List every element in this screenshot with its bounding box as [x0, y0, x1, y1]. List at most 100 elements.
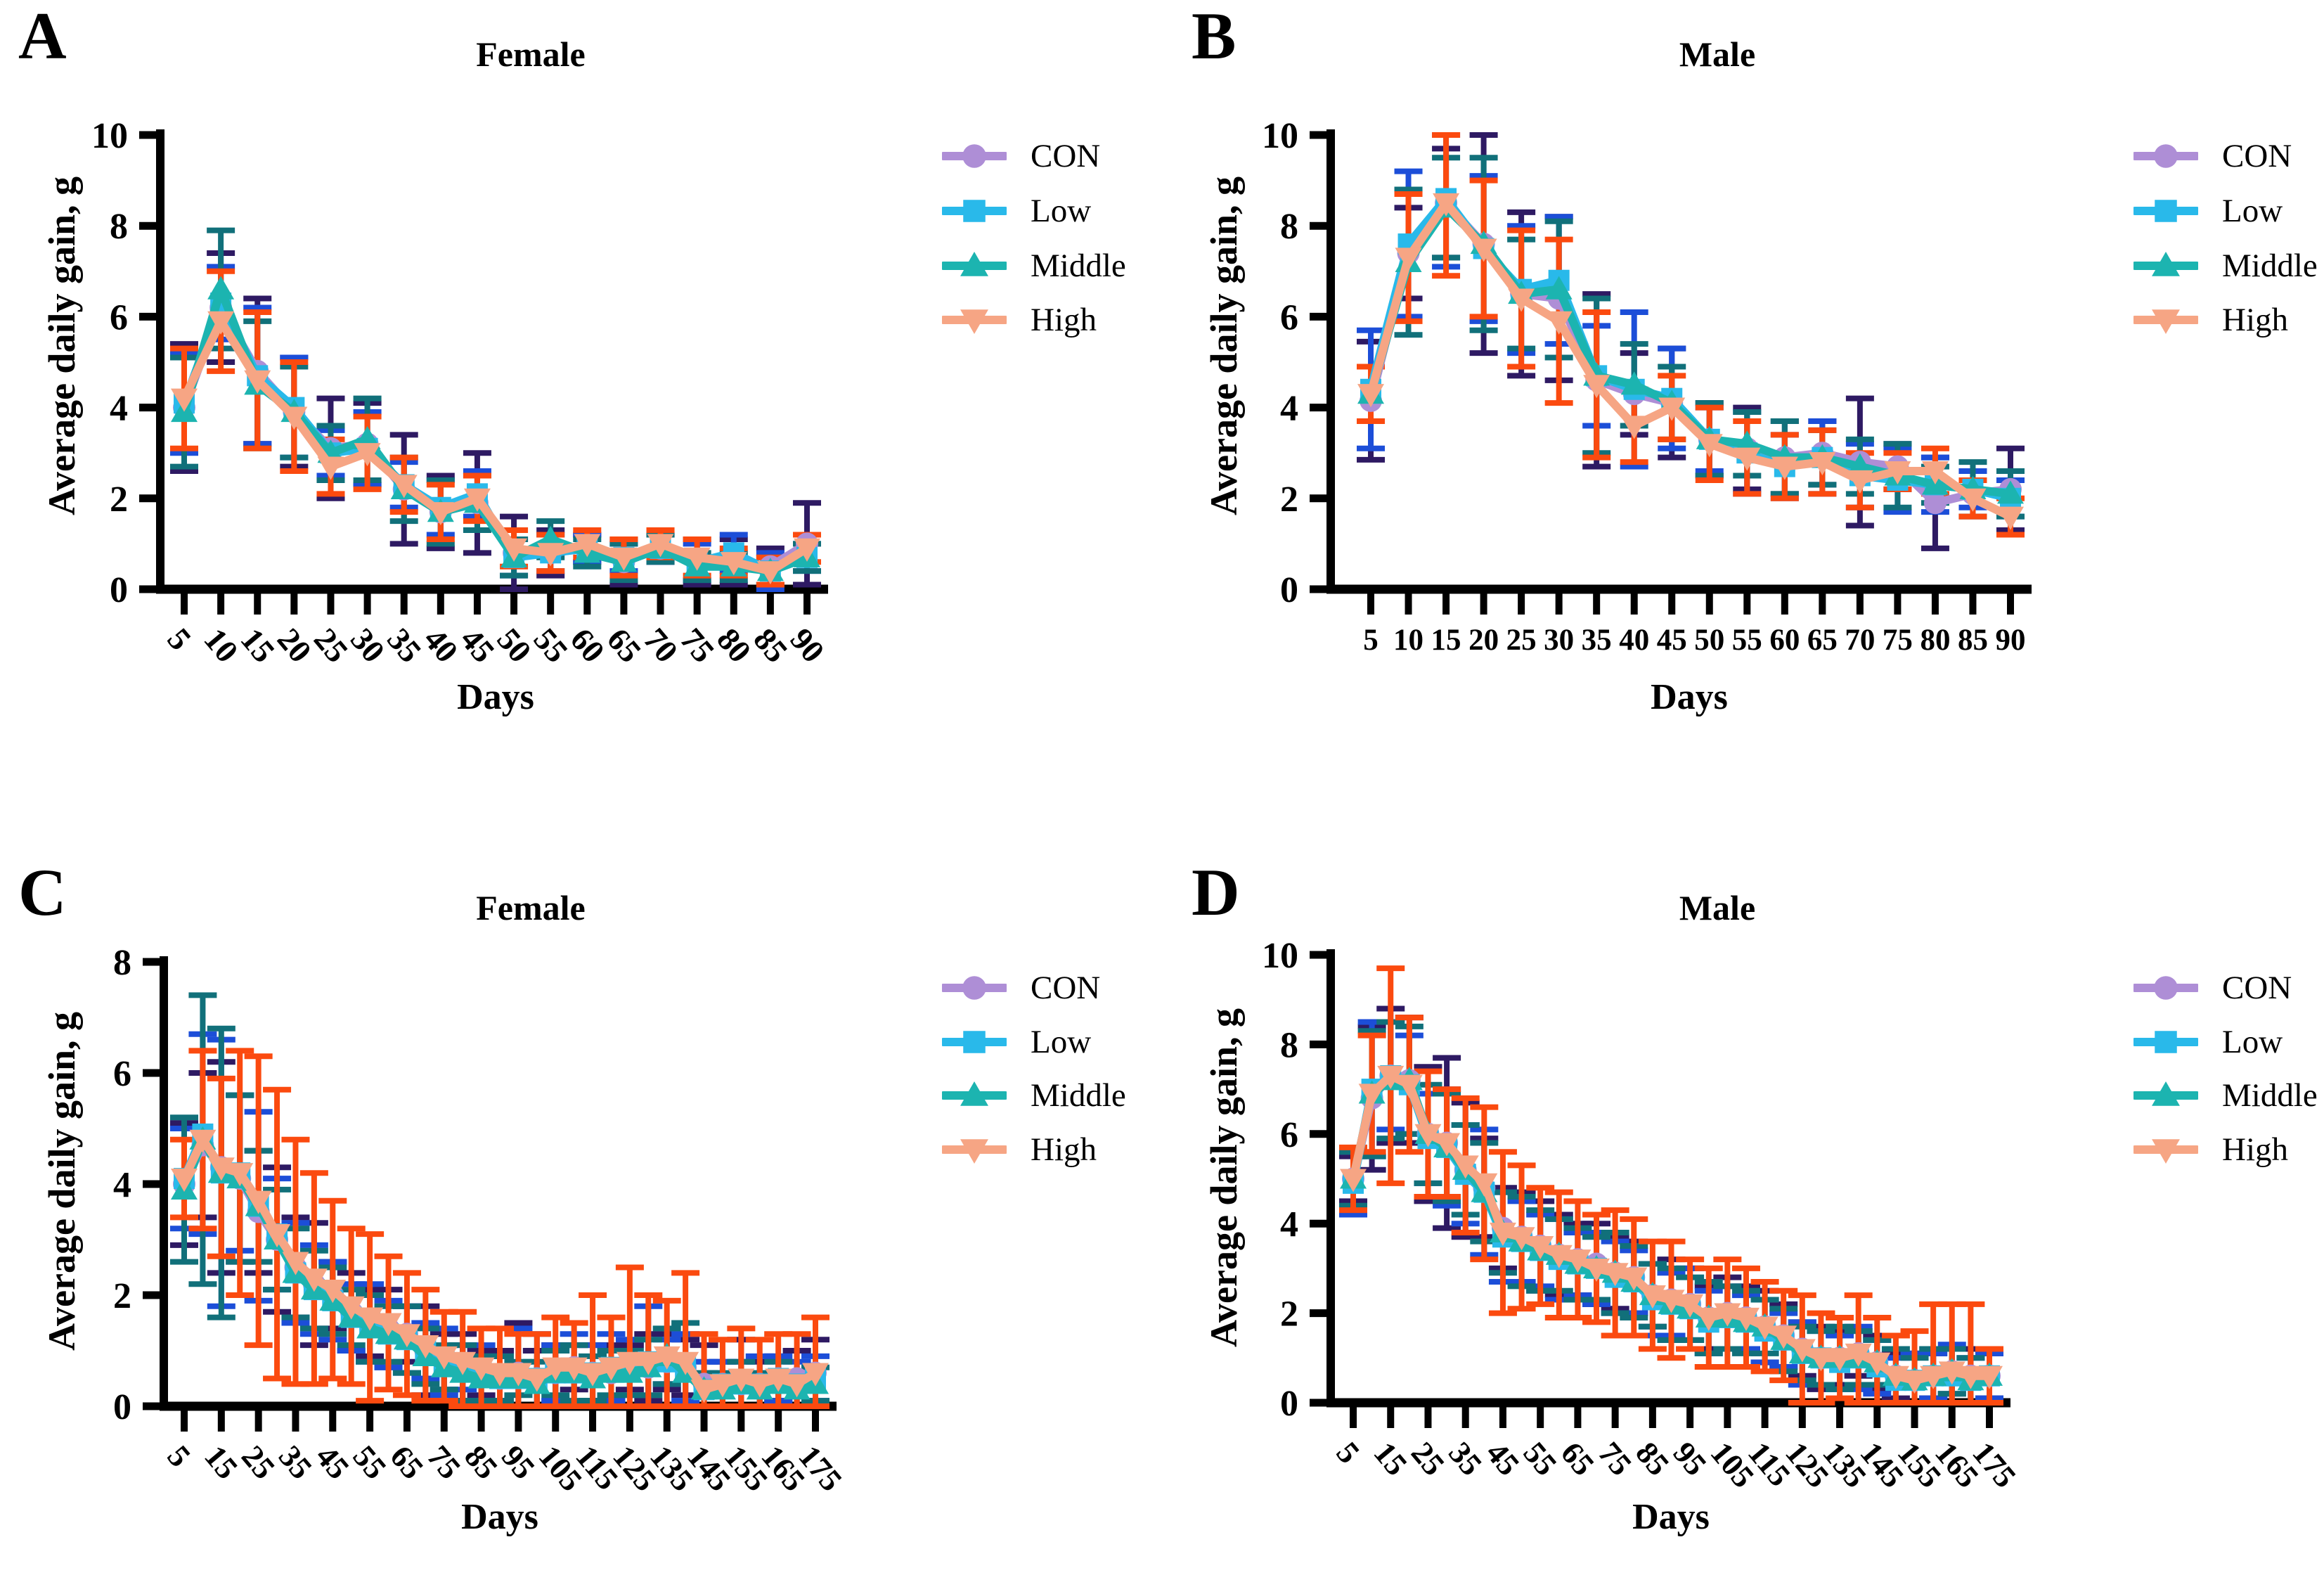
y-tick-label: 6 — [113, 1054, 131, 1094]
y-tick-label: 2 — [110, 480, 128, 520]
panel-title-male-top: Male — [1679, 34, 1756, 74]
y-tick-label: 10 — [1262, 936, 1298, 976]
data-point-marker — [1997, 506, 2024, 530]
data-point-marker — [1807, 1348, 1835, 1372]
data-point-marker — [486, 1363, 513, 1387]
data-point-marker — [1845, 1343, 1872, 1367]
x-tick-label: 5 — [160, 622, 198, 657]
y-tick-label: 8 — [1280, 207, 1298, 247]
data-point-marker — [1864, 1352, 1891, 1376]
data-point-marker — [1508, 288, 1535, 312]
x-tick-label: 5 — [1363, 624, 1379, 657]
panel-female-top: A Female Average daily gain, g 0 2 4 6 8 10 5 1… — [0, 0, 1162, 788]
data-point-marker — [282, 1252, 309, 1275]
panel-letter-d: D — [1192, 855, 1240, 930]
y-tick-label: 0 — [110, 570, 128, 610]
x-tick-label: 85 — [1958, 624, 1988, 657]
panel-title-female-bottom: Female — [476, 888, 586, 927]
x-tick-label: 35 — [1582, 624, 1612, 657]
data-point-marker — [245, 1190, 272, 1214]
data-point-marker — [319, 1280, 347, 1304]
data-point-marker — [393, 1324, 420, 1348]
data-point-marker — [1677, 1294, 1704, 1318]
data-point-marker — [610, 547, 638, 571]
x-tick-label: 55 — [1732, 624, 1762, 657]
x-axis-title: Days — [1632, 1497, 1710, 1537]
data-point-marker — [1527, 1235, 1554, 1260]
panel-title-female-top: Female — [476, 34, 586, 74]
data-point-marker — [720, 552, 747, 576]
y-tick-label: 0 — [113, 1387, 131, 1427]
data-point-marker — [1357, 384, 1384, 408]
x-tick-label: 40 — [1619, 624, 1649, 657]
data-point-marker — [1734, 447, 1761, 471]
panel-male-top: B Male Average daily gain, g 0 2 4 6 8 10 5 10 1… — [1162, 0, 2324, 788]
series-line — [1367, 203, 2015, 499]
data-point-marker — [412, 1335, 439, 1359]
data-point-marker — [171, 1169, 198, 1192]
data-point-marker — [264, 1224, 291, 1248]
data-point-marker — [574, 534, 601, 558]
data-point-marker — [1788, 1339, 1816, 1363]
data-point-marker — [523, 1368, 550, 1392]
series-line — [1367, 194, 2015, 503]
data-point-marker — [783, 1374, 811, 1398]
panel-letter-b: B — [1192, 0, 1237, 73]
data-point-marker — [1620, 1267, 1648, 1291]
y-tick-label: 4 — [1280, 389, 1298, 429]
data-point-marker — [501, 538, 528, 562]
y-tick-label: 6 — [110, 297, 128, 338]
y-tick-label: 8 — [1280, 1025, 1298, 1065]
data-point-marker — [1471, 1173, 1498, 1197]
data-point-marker — [1976, 1365, 2003, 1389]
x-tick-label: 175 — [1965, 1435, 2023, 1494]
x-tick-label: 80 — [1920, 624, 1950, 657]
data-point-marker — [1923, 491, 1947, 515]
data-point-marker — [1340, 1169, 1367, 1192]
y-tick-label: 4 — [110, 389, 128, 429]
data-point-marker — [647, 534, 674, 558]
x-axis-title: Days — [461, 1497, 538, 1537]
data-point-marker — [1564, 1249, 1592, 1273]
data-point-marker — [598, 1357, 625, 1381]
data-point-marker — [1414, 1124, 1442, 1148]
x-tick-label: 90 — [1996, 624, 2026, 657]
data-point-marker — [537, 543, 564, 567]
data-point-marker — [1695, 1307, 1722, 1331]
x-tick-label: 5 — [160, 1439, 198, 1473]
x-tick-label: 60 — [1769, 624, 1800, 657]
data-point-marker — [1770, 1325, 1797, 1349]
data-point-marker — [1826, 1348, 1854, 1372]
x-tick-label: 70 — [1845, 624, 1875, 657]
data-point-marker — [1696, 434, 1723, 458]
panel-letter-c: C — [18, 855, 67, 930]
data-point-marker — [1545, 276, 1573, 300]
data-point-marker — [635, 1351, 662, 1375]
x-tick-label: 30 — [1544, 624, 1574, 657]
data-point-marker — [1433, 1133, 1461, 1157]
data-point-marker — [207, 311, 235, 335]
series-line — [1367, 198, 2015, 521]
y-tick-label: 2 — [113, 1276, 131, 1316]
y-tick-label: 6 — [1280, 297, 1298, 338]
data-point-marker — [690, 1380, 718, 1403]
x-tick-label: 10 — [1393, 624, 1424, 657]
x-tick-label: 65 — [1807, 624, 1838, 657]
x-tick-label: 75 — [1883, 624, 1913, 657]
x-tick-label: 25 — [1506, 624, 1537, 657]
panel-male-bottom: D Male Average daily gain, g 0 2 4 6 8 10 5 15 2… — [1162, 788, 2324, 1575]
data-point-marker — [1846, 470, 1873, 494]
data-point-marker — [1433, 193, 1460, 217]
y-tick-label: 2 — [1280, 480, 1298, 520]
x-tick-label: 20 — [1468, 624, 1499, 657]
data-point-marker — [1921, 461, 1949, 485]
data-point-marker — [683, 547, 711, 571]
y-tick-label: 0 — [1280, 1384, 1298, 1424]
data-point-marker — [337, 1296, 365, 1320]
data-point-marker — [1545, 311, 1573, 335]
data-point-marker — [1751, 1316, 1778, 1340]
series-line — [1367, 198, 2015, 508]
data-point-marker — [354, 443, 381, 467]
